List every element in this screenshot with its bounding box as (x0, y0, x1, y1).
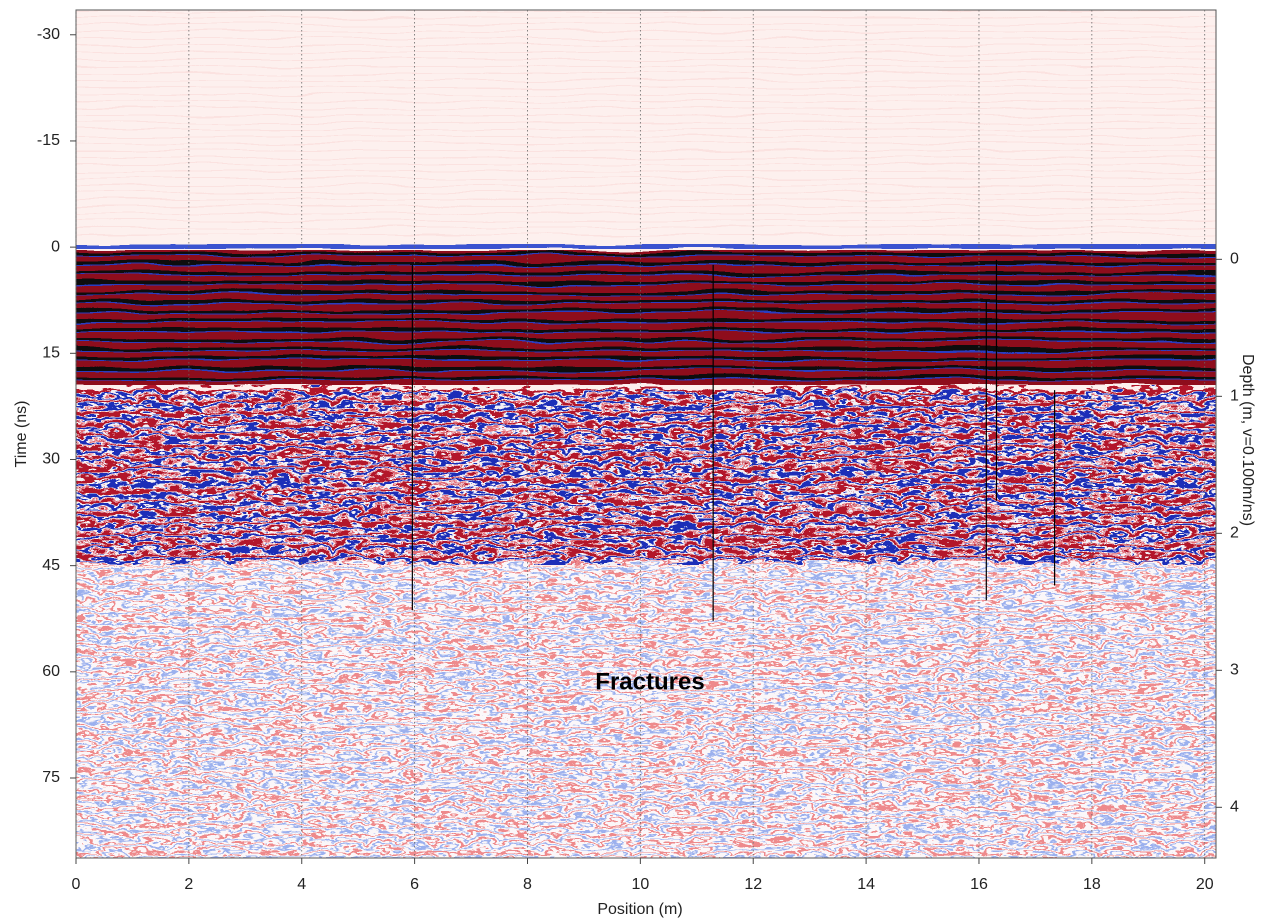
y2-tick-label: 2 (1230, 525, 1239, 542)
y-tick-label: -30 (37, 26, 60, 43)
y-tick-label: -15 (37, 132, 60, 149)
x-tick-label: 4 (297, 876, 306, 893)
y-tick-label: 45 (42, 557, 60, 574)
x-tick-label: 18 (1083, 876, 1101, 893)
annotation: Fractures (595, 668, 704, 695)
x-axis-label: Position (m) (597, 901, 682, 918)
x-tick-label: 20 (1196, 876, 1214, 893)
x-tick-label: 8 (523, 876, 532, 893)
x-tick-label: 6 (410, 876, 419, 893)
y-axis-label: Time (ns) (13, 401, 30, 468)
x-tick-label: 10 (631, 876, 649, 893)
x-tick-label: 12 (744, 876, 762, 893)
x-tick-label: 14 (857, 876, 875, 893)
radargram-image (76, 10, 1216, 858)
y2-tick-label: 0 (1230, 251, 1239, 268)
x-tick-label: 16 (970, 876, 988, 893)
x-tick-label: 2 (184, 876, 193, 893)
y-tick-label: 75 (42, 769, 60, 786)
y2-tick-label: 3 (1230, 662, 1239, 679)
y2-tick-label: 4 (1230, 799, 1239, 816)
y-tick-label: 15 (42, 345, 60, 362)
y-tick-label: 30 (42, 451, 60, 468)
y2-axis-label: Depth (m, v=0.100m/ns) (1239, 354, 1256, 526)
x-tick-label: 0 (72, 876, 81, 893)
y-tick-label: 0 (51, 238, 60, 255)
y-tick-label: 60 (42, 663, 60, 680)
y2-tick-label: 1 (1230, 388, 1239, 405)
